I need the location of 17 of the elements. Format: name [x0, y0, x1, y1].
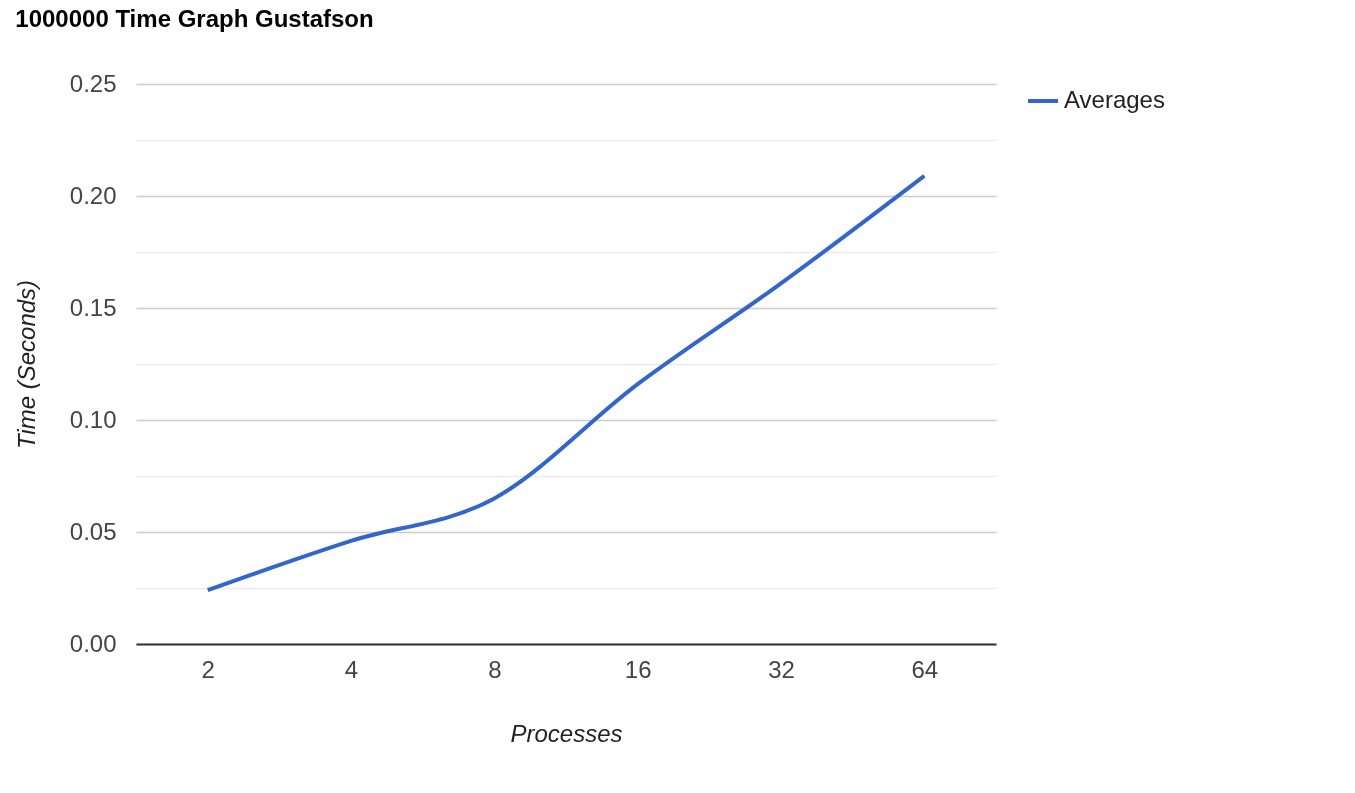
legend-label: Averages — [1064, 86, 1165, 113]
x-tick-label: 2 — [201, 655, 215, 683]
y-tick-label: 0.20 — [69, 181, 117, 209]
x-tick-label: 4 — [344, 655, 359, 683]
y-axis-title: Time (Seconds) — [12, 279, 40, 450]
x-tick-label: 32 — [768, 655, 795, 683]
x-axis-title: Processes — [510, 719, 623, 747]
y-tick-label: 0.00 — [69, 629, 117, 657]
x-tick-label: 16 — [624, 655, 652, 683]
y-tick-label: 0.25 — [69, 69, 117, 97]
x-tick-label: 8 — [488, 655, 502, 683]
y-tick-label: 0.10 — [69, 405, 117, 433]
line-series — [205, 173, 927, 593]
x-tick-label: 64 — [911, 655, 939, 683]
chart-title: 1000000 Time Graph Gustafson — [15, 5, 374, 32]
y-tick-label: 0.05 — [69, 517, 117, 545]
y-tick-label: 0.15 — [69, 293, 117, 321]
